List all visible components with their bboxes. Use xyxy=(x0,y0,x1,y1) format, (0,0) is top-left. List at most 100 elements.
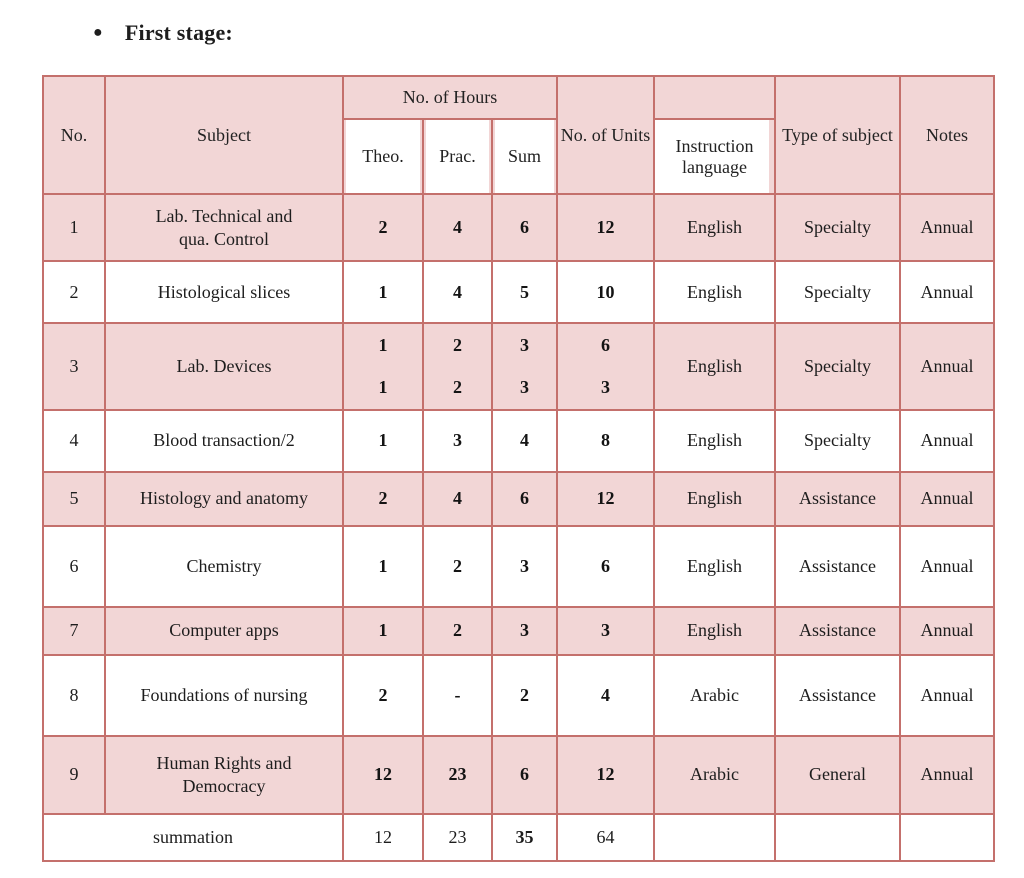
header-no-of-hours: No. of Hours xyxy=(342,75,558,120)
cell-type: General xyxy=(774,734,901,815)
cell-theo: 1 xyxy=(342,408,424,473)
header-language-spacer xyxy=(653,75,776,120)
header-no: No. xyxy=(42,75,106,195)
cell-prac: 2 xyxy=(422,524,493,608)
cell-units: 6 3 xyxy=(556,322,655,411)
cell-theo: 12 xyxy=(342,734,424,815)
cell-type: Specialty xyxy=(774,408,901,473)
cell-units: 10 xyxy=(556,260,655,324)
table-row: 4 Blood transaction/2 1 3 4 8 English Sp… xyxy=(42,408,995,473)
cell-theo: 1 xyxy=(342,260,424,324)
summary-prac: 23 xyxy=(422,812,493,862)
section-title-text: First stage: xyxy=(124,20,233,45)
header-type-of-subject: Type of subject xyxy=(774,75,901,195)
table-row: 3 Lab. Devices 1 1 2 2 3 3 6 3 English S… xyxy=(42,322,995,411)
cell-language: English xyxy=(653,408,776,473)
summary-notes-empty xyxy=(899,812,995,862)
cell-sum: 4 xyxy=(491,408,558,473)
cell-theo: 1 xyxy=(342,524,424,608)
header-row-sub: Theo. Prac. Sum Instruction language xyxy=(43,118,994,195)
cell-notes: Annual xyxy=(899,605,995,656)
cell-prac: - xyxy=(422,653,493,737)
cell-no: 7 xyxy=(42,605,106,656)
cell-notes: Annual xyxy=(899,653,995,737)
cell-sum: 2 xyxy=(491,653,558,737)
cell-type: Specialty xyxy=(774,322,901,411)
table-row: 2 Histological slices 1 4 5 10 English S… xyxy=(42,260,995,324)
cell-units: 3 xyxy=(556,605,655,656)
cell-units: 12 xyxy=(556,734,655,815)
cell-units: 12 xyxy=(556,470,655,527)
cell-theo: 2 xyxy=(342,470,424,527)
cell-theo: 1 1 xyxy=(342,322,424,411)
cell-type: Assistance xyxy=(774,605,901,656)
summary-theo: 12 xyxy=(342,812,424,862)
cell-sum: 3 xyxy=(491,524,558,608)
cell-type: Assistance xyxy=(774,470,901,527)
header-sum: Sum xyxy=(491,118,558,195)
summary-units: 64 xyxy=(556,812,655,862)
header-no-of-units: No. of Units xyxy=(556,75,655,195)
cell-type: Specialty xyxy=(774,260,901,324)
summary-label: summation xyxy=(42,812,344,862)
cell-prac: 4 xyxy=(422,193,493,262)
cell-type: Assistance xyxy=(774,524,901,608)
cell-subject: Lab. Devices xyxy=(104,322,344,411)
cell-language: English xyxy=(653,193,776,262)
cell-sum: 3 3 xyxy=(491,322,558,411)
summary-type-empty xyxy=(774,812,901,862)
summary-row: summation 12 23 35 64 xyxy=(42,812,995,862)
cell-notes: Annual xyxy=(899,408,995,473)
cell-prac: 2 xyxy=(422,605,493,656)
cell-sum: 6 xyxy=(491,470,558,527)
cell-prac: 23 xyxy=(422,734,493,815)
cell-prac: 3 xyxy=(422,408,493,473)
table-row: 7 Computer apps 1 2 3 3 English Assistan… xyxy=(42,605,995,656)
cell-language: Arabic xyxy=(653,734,776,815)
cell-sum: 6 xyxy=(491,193,558,262)
cell-units: 4 xyxy=(556,653,655,737)
bullet-icon: ● xyxy=(93,24,103,41)
cell-subject: Histological slices xyxy=(104,260,344,324)
table-row: 6 Chemistry 1 2 3 6 English Assistance A… xyxy=(42,524,995,608)
header-subject: Subject xyxy=(104,75,344,195)
cell-subject: Chemistry xyxy=(104,524,344,608)
first-stage-table: No. Subject No. of Hours No. of Units Ty… xyxy=(42,75,995,862)
cell-sum: 6 xyxy=(491,734,558,815)
cell-no: 9 xyxy=(42,734,106,815)
cell-no: 6 xyxy=(42,524,106,608)
cell-subject: Lab. Technical and qua. Control xyxy=(104,193,344,262)
cell-language: Arabic xyxy=(653,653,776,737)
cell-no: 2 xyxy=(42,260,106,324)
cell-no: 8 xyxy=(42,653,106,737)
cell-theo: 2 xyxy=(342,653,424,737)
table-row: 1 Lab. Technical and qua. Control 2 4 6 … xyxy=(42,193,995,262)
header-prac: Prac. xyxy=(422,118,493,195)
cell-notes: Annual xyxy=(899,470,995,527)
cell-sum: 3 xyxy=(491,605,558,656)
cell-language: English xyxy=(653,322,776,411)
cell-subject: Human Rights and Democracy xyxy=(104,734,344,815)
cell-subject: Blood transaction/2 xyxy=(104,408,344,473)
cell-prac: 2 2 xyxy=(422,322,493,411)
cell-subject: Foundations of nursing xyxy=(104,653,344,737)
cell-no: 5 xyxy=(42,470,106,527)
cell-notes: Annual xyxy=(899,734,995,815)
cell-subject: Histology and anatomy xyxy=(104,470,344,527)
cell-prac: 4 xyxy=(422,470,493,527)
cell-units: 8 xyxy=(556,408,655,473)
summary-language-empty xyxy=(653,812,776,862)
header-row-top: No. Subject No. of Hours No. of Units Ty… xyxy=(42,75,995,195)
table-row: 8 Foundations of nursing 2 - 2 4 Arabic … xyxy=(42,653,995,737)
cell-notes: Annual xyxy=(899,322,995,411)
cell-type: Assistance xyxy=(774,653,901,737)
header-notes: Notes xyxy=(899,75,995,195)
cell-no: 1 xyxy=(42,193,106,262)
cell-units: 6 xyxy=(556,524,655,608)
cell-theo: 2 xyxy=(342,193,424,262)
cell-subject: Computer apps xyxy=(104,605,344,656)
header-theo: Theo. xyxy=(342,118,424,195)
cell-notes: Annual xyxy=(899,260,995,324)
header-instruction-language: Instruction language xyxy=(653,118,776,195)
cell-language: English xyxy=(653,470,776,527)
